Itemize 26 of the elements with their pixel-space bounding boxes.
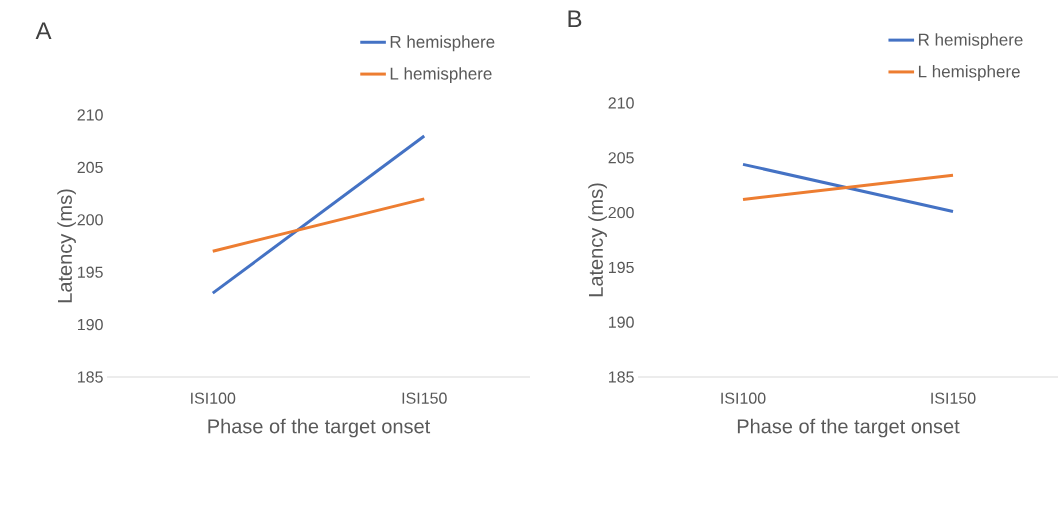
y-tick-label: 195 [78,266,103,278]
y-axis-title: Latency (ms) [588,183,607,297]
legend-label: L hemisphere [390,67,492,84]
x-axis-title: Phase of the target onset [208,418,431,438]
y-tick-label: 200 [77,214,103,226]
y-tick-label: 205 [77,161,103,174]
x-tick-label: ISI100 [191,392,236,404]
chart-title: B [568,10,582,28]
y-axis-title: Latency (ms) [57,189,76,303]
y-tick-label: 185 [78,371,103,383]
y-tick-label: 195 [609,261,634,274]
x-tick-label: ISI150 [931,392,976,404]
legend-label: R hemisphere [918,33,1023,50]
chart-title: A [35,22,52,40]
y-tick-label: 210 [608,97,634,109]
x-axis-title: Phase of the target onset [737,418,960,438]
y-tick-label: 210 [77,109,103,121]
y-tick-label: 185 [609,371,634,383]
x-tick-label: ISI150 [402,392,447,404]
y-tick-label: 205 [608,152,634,164]
legend-label: L hemisphere [918,65,1020,81]
y-tick-label: 190 [609,316,634,328]
y-tick-label: 190 [78,318,103,331]
legend-label: R hemisphere [390,35,495,52]
x-tick-label: ISI100 [721,392,766,404]
y-tick-label: 200 [608,206,634,219]
